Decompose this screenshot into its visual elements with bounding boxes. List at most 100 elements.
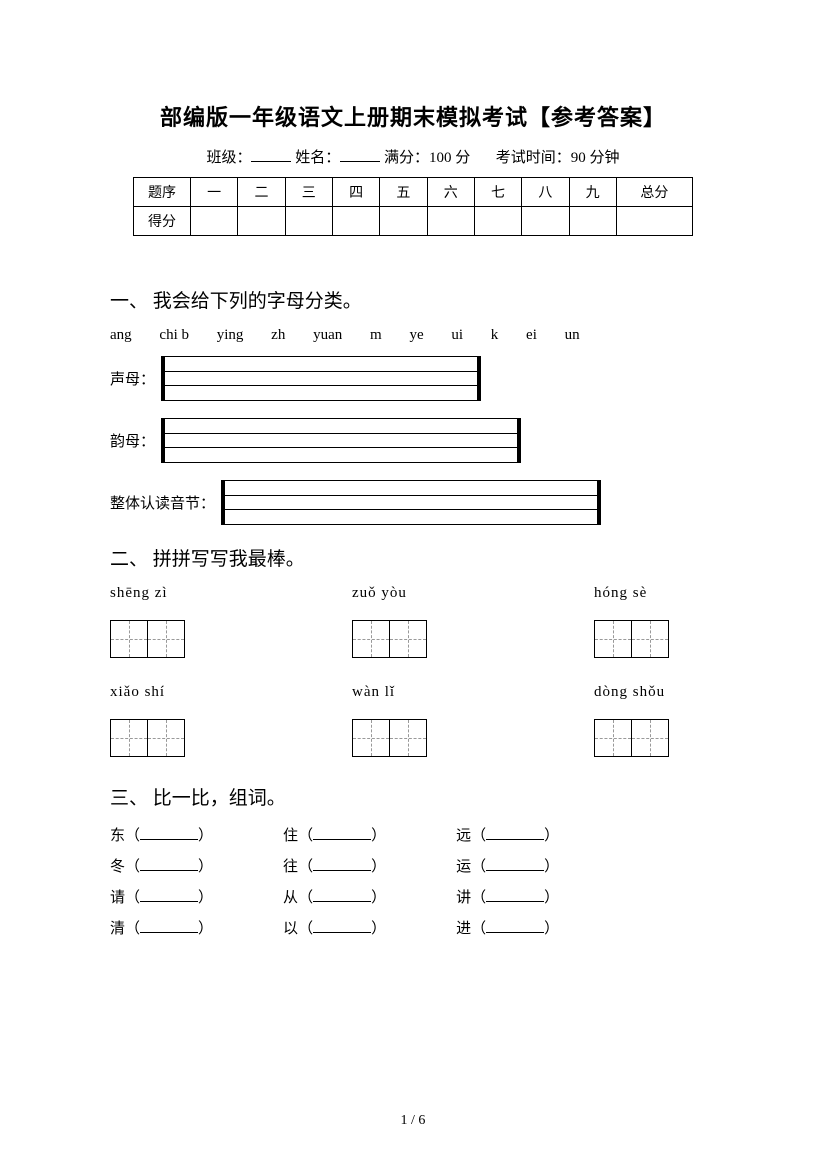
letter: un: [565, 327, 580, 343]
q3-blank[interactable]: [486, 888, 544, 902]
full-label: 满分：: [384, 150, 429, 166]
tianzige-cell[interactable]: [594, 719, 632, 757]
tianzige-cell[interactable]: [631, 620, 669, 658]
q3-blank[interactable]: [313, 857, 371, 871]
score-header-label: 题序: [134, 178, 191, 207]
q3-char: 从: [283, 890, 298, 906]
q2-boxes: [352, 719, 474, 757]
q3-line: 从（）: [283, 886, 386, 907]
q2-boxes: [352, 620, 474, 658]
q3-blank[interactable]: [313, 919, 371, 933]
tianzige-cell[interactable]: [147, 719, 185, 757]
score-cell[interactable]: [285, 207, 332, 236]
q3-char: 冬: [110, 859, 125, 875]
letter: m: [370, 327, 382, 343]
category-label: 声母：: [110, 368, 155, 389]
q3-column: 远（）运（）讲（）进（）: [456, 824, 559, 948]
category-label: 整体认读音节：: [110, 492, 215, 513]
q2-boxes: [110, 719, 232, 757]
q3-blank[interactable]: [140, 919, 198, 933]
category-row: 韵母：: [110, 418, 716, 462]
score-col: 二: [238, 178, 285, 207]
q2-item: zuǒ yòu: [352, 585, 474, 610]
time-value: 90 分钟: [571, 150, 620, 166]
q2-boxes: [594, 620, 716, 658]
tianzige-cell[interactable]: [389, 620, 427, 658]
tianzige-cell[interactable]: [594, 620, 632, 658]
q3-blank[interactable]: [313, 888, 371, 902]
score-cell[interactable]: [616, 207, 692, 236]
q2-boxes: [110, 620, 232, 658]
letter: yuan: [313, 327, 342, 343]
score-cell[interactable]: [522, 207, 569, 236]
tianzige-cell[interactable]: [352, 620, 390, 658]
q1-letters: ang chi b ying zh yuan m ye ui k ei un: [110, 327, 716, 344]
tianzige-pair[interactable]: [594, 620, 716, 658]
letter: ei: [526, 327, 537, 343]
q3-blank[interactable]: [313, 826, 371, 840]
score-cell[interactable]: [427, 207, 474, 236]
score-header-row: 题序 一 二 三 四 五 六 七 八 九 总分: [134, 178, 693, 207]
score-table: 题序 一 二 三 四 五 六 七 八 九 总分 得分: [133, 177, 693, 236]
page-title: 部编版一年级语文上册期末模拟考试【参考答案】: [110, 100, 716, 132]
tianzige-cell[interactable]: [110, 719, 148, 757]
q3-blank[interactable]: [486, 826, 544, 840]
pinyin-label: xiǎo shí: [110, 684, 232, 701]
q3-heading: 三、 比一比，组词。: [110, 783, 716, 810]
score-cell[interactable]: [380, 207, 427, 236]
score-col: 五: [380, 178, 427, 207]
tianzige-cell[interactable]: [352, 719, 390, 757]
tianzige-pair[interactable]: [110, 719, 232, 757]
q3-blank[interactable]: [486, 919, 544, 933]
tianzige-cell[interactable]: [631, 719, 669, 757]
score-col: 六: [427, 178, 474, 207]
q2-boxes: [594, 719, 716, 757]
score-col: 一: [191, 178, 238, 207]
tianzige-cell[interactable]: [389, 719, 427, 757]
q3-char: 请: [110, 890, 125, 906]
name-blank[interactable]: [340, 147, 380, 162]
tianzige-pair[interactable]: [594, 719, 716, 757]
q3-blank[interactable]: [140, 826, 198, 840]
q3-line: 讲（）: [456, 886, 559, 907]
score-cell[interactable]: [569, 207, 616, 236]
q3-line: 以（）: [283, 917, 386, 938]
letter: k: [491, 327, 499, 343]
q3-line: 进（）: [456, 917, 559, 938]
tianzige-cell[interactable]: [147, 620, 185, 658]
score-value-row: 得分: [134, 207, 693, 236]
q3-char: 东: [110, 828, 125, 844]
q3-blank[interactable]: [486, 857, 544, 871]
writing-staff[interactable]: [221, 480, 601, 524]
page: 部编版一年级语文上册期末模拟考试【参考答案】 班级： 姓名： 满分：100 分 …: [0, 0, 826, 1169]
q2-item: shēng zì: [110, 585, 232, 610]
writing-staff[interactable]: [161, 418, 521, 462]
q2-box-row: [110, 620, 716, 658]
q3-line: 东（）: [110, 824, 213, 845]
q2-row: xiǎo shí wàn lǐ dòng shǒu: [110, 684, 716, 709]
full-value: 100 分: [429, 150, 470, 166]
score-col: 总分: [616, 178, 692, 207]
score-cell[interactable]: [474, 207, 521, 236]
score-cell[interactable]: [191, 207, 238, 236]
letter: ang: [110, 327, 132, 343]
q3-char: 远: [456, 828, 471, 844]
q3-blank[interactable]: [140, 857, 198, 871]
writing-staff[interactable]: [161, 356, 481, 400]
pinyin-label: dòng shǒu: [594, 684, 716, 701]
score-cell[interactable]: [238, 207, 285, 236]
q2-item: wàn lǐ: [352, 684, 474, 709]
class-blank[interactable]: [251, 147, 291, 162]
tianzige-cell[interactable]: [110, 620, 148, 658]
score-col: 九: [569, 178, 616, 207]
name-label: 姓名：: [295, 150, 340, 166]
exam-info-line: 班级： 姓名： 满分：100 分 考试时间：90 分钟: [110, 146, 716, 167]
tianzige-pair[interactable]: [352, 719, 474, 757]
q3-char: 清: [110, 921, 125, 937]
score-cell[interactable]: [332, 207, 379, 236]
tianzige-pair[interactable]: [110, 620, 232, 658]
letter: ye: [409, 327, 423, 343]
q3-blank[interactable]: [140, 888, 198, 902]
tianzige-pair[interactable]: [352, 620, 474, 658]
pinyin-label: wàn lǐ: [352, 684, 474, 701]
